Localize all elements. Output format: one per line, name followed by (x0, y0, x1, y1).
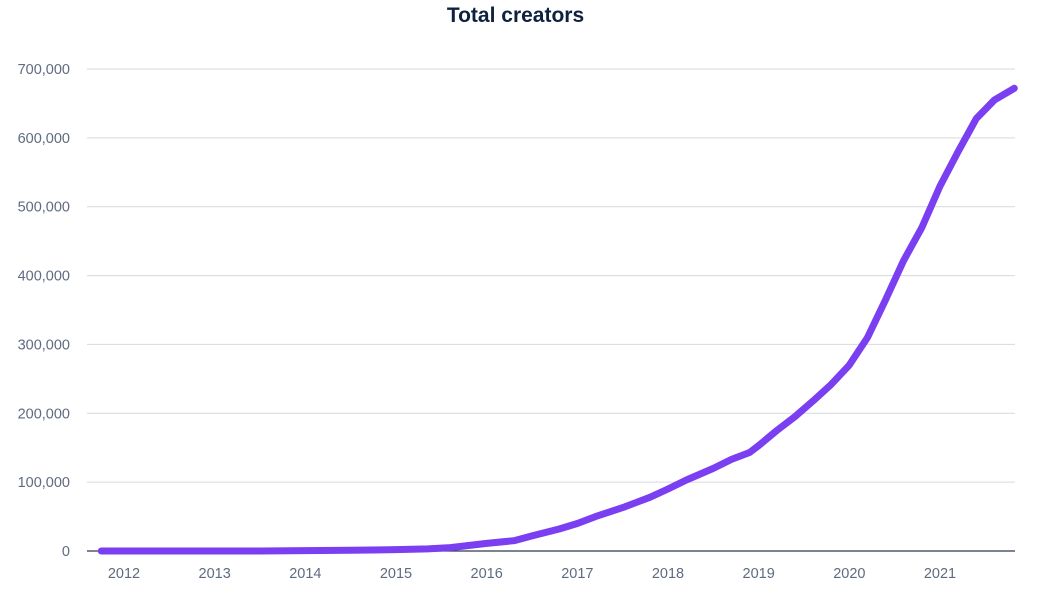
data-point (667, 488, 669, 490)
y-tick-label: 0 (62, 544, 70, 560)
data-point (531, 535, 533, 537)
y-axis-ticks: 700,000 600,000 500,000 400,000 300,000 200,0… (18, 62, 70, 560)
y-tick-label: 100,000 (18, 475, 70, 491)
x-tick-label: 2015 (380, 566, 412, 582)
x-tick-label: 2021 (924, 566, 956, 582)
data-point (468, 544, 470, 546)
data-point (486, 542, 488, 544)
x-tick-label: 2019 (743, 566, 775, 582)
data-point (576, 522, 578, 524)
data-point (712, 467, 714, 469)
data-point (685, 479, 687, 481)
data-point (427, 548, 429, 550)
data-point (622, 507, 624, 509)
data-point (885, 299, 887, 301)
data-point (513, 540, 515, 542)
chart-title: Total creators (446, 4, 585, 27)
data-point (903, 259, 905, 261)
y-tick-label: 700,000 (18, 62, 70, 78)
data-point (939, 185, 941, 187)
data-point (100, 550, 102, 552)
data-point (1013, 87, 1015, 89)
data-point (776, 430, 778, 431)
y-tick-label: 600,000 (18, 131, 70, 147)
data-point (749, 452, 751, 454)
x-tick-label: 2016 (471, 566, 503, 582)
data-point (866, 337, 868, 339)
x-tick-label: 2018 (652, 566, 684, 582)
y-tick-label: 400,000 (18, 269, 70, 285)
data-point (259, 550, 261, 552)
data-point (168, 550, 170, 552)
x-tick-label: 2014 (289, 566, 321, 582)
data-point (758, 445, 760, 447)
data-point (921, 226, 923, 228)
data-point (993, 99, 995, 101)
y-tick-label: 200,000 (18, 406, 70, 422)
x-tick-label: 2020 (833, 566, 865, 582)
data-point (558, 528, 560, 530)
data-point (350, 549, 352, 551)
series-line (97, 84, 1018, 555)
data-point (975, 118, 977, 120)
data-point (848, 364, 850, 366)
x-axis-ticks: 2012 2013 2014 2015 2016 2017 2018 2019 2020 2021 (108, 566, 956, 582)
gridlines (87, 68, 1015, 552)
data-point (649, 496, 651, 498)
data-point (449, 547, 451, 549)
y-tick-label: 500,000 (18, 200, 70, 216)
data-point (812, 400, 814, 402)
data-point (794, 416, 796, 418)
data-point (594, 516, 596, 518)
series-layer (97, 84, 1018, 555)
y-tick-label: 300,000 (18, 337, 70, 353)
data-point (730, 458, 732, 460)
x-tick-label: 2012 (108, 566, 140, 582)
data-point (830, 383, 832, 385)
x-tick-label: 2017 (561, 566, 593, 582)
data-point (957, 151, 959, 153)
data-point (395, 549, 397, 551)
x-tick-label: 2013 (199, 566, 231, 582)
